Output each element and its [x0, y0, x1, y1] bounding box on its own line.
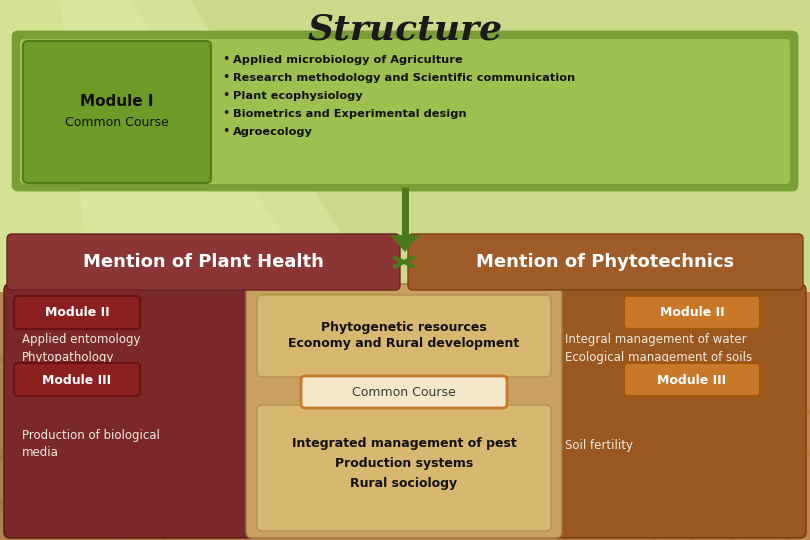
Text: Plant ecophysiology: Plant ecophysiology — [233, 91, 363, 101]
Text: •: • — [222, 71, 229, 84]
Text: Agroecology: Agroecology — [233, 127, 313, 137]
FancyBboxPatch shape — [552, 284, 806, 538]
FancyBboxPatch shape — [14, 363, 140, 396]
Text: Integral management of water: Integral management of water — [565, 334, 747, 347]
Text: Production systems: Production systems — [335, 457, 473, 470]
Polygon shape — [60, 0, 380, 292]
FancyBboxPatch shape — [624, 296, 760, 329]
Text: Phytopathology: Phytopathology — [22, 352, 114, 365]
Text: Structure: Structure — [308, 12, 502, 46]
Circle shape — [0, 345, 185, 540]
Text: Soil fertility: Soil fertility — [565, 438, 633, 451]
Text: Production of biological: Production of biological — [22, 429, 160, 442]
FancyBboxPatch shape — [257, 405, 551, 531]
Polygon shape — [0, 292, 810, 540]
FancyBboxPatch shape — [246, 284, 562, 538]
FancyBboxPatch shape — [408, 234, 803, 290]
Text: Common Course: Common Course — [352, 386, 456, 399]
FancyBboxPatch shape — [7, 234, 400, 290]
FancyBboxPatch shape — [20, 39, 790, 184]
Text: Mention of Plant Health: Mention of Plant Health — [83, 253, 323, 271]
Text: Module I: Module I — [80, 94, 154, 110]
Text: Module III: Module III — [658, 374, 727, 387]
Text: Mention of Phytotechnics: Mention of Phytotechnics — [476, 253, 734, 271]
Text: Module III: Module III — [42, 374, 112, 387]
Polygon shape — [390, 235, 420, 252]
Text: Integrated management of pest: Integrated management of pest — [292, 437, 517, 450]
FancyBboxPatch shape — [301, 376, 507, 408]
Text: Ecological management of soils: Ecological management of soils — [565, 352, 752, 365]
FancyBboxPatch shape — [14, 296, 140, 329]
Text: Research methodology and Scientific communication: Research methodology and Scientific comm… — [233, 73, 575, 83]
Text: •: • — [222, 53, 229, 66]
FancyBboxPatch shape — [4, 284, 256, 538]
Text: Common Course: Common Course — [65, 116, 168, 129]
Polygon shape — [0, 0, 810, 292]
Polygon shape — [0, 0, 320, 292]
Text: Rural sociology: Rural sociology — [351, 477, 458, 490]
FancyBboxPatch shape — [13, 32, 797, 190]
Text: •: • — [222, 125, 229, 138]
Text: media: media — [22, 446, 59, 458]
FancyBboxPatch shape — [23, 41, 211, 183]
Text: Phytogenetic resources: Phytogenetic resources — [321, 321, 487, 334]
Text: Economy and Rural development: Economy and Rural development — [288, 338, 520, 350]
Text: Biometrics and Experimental design: Biometrics and Experimental design — [233, 109, 467, 119]
FancyBboxPatch shape — [257, 295, 551, 377]
Text: Applied entomology: Applied entomology — [22, 334, 140, 347]
Text: Applied microbiology of Agriculture: Applied microbiology of Agriculture — [233, 55, 463, 65]
Text: •: • — [222, 90, 229, 103]
Text: Module II: Module II — [659, 307, 724, 320]
Text: •: • — [222, 107, 229, 120]
Text: Module II: Module II — [45, 307, 109, 320]
FancyBboxPatch shape — [624, 363, 760, 396]
